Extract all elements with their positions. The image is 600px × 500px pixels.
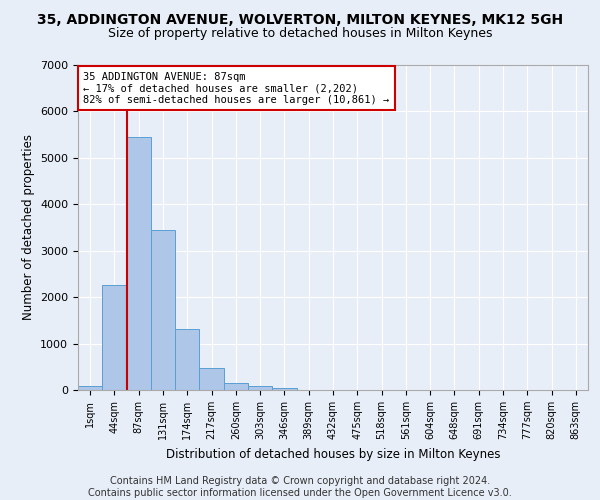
Bar [78, 386, 102, 390]
Text: 35, ADDINGTON AVENUE, WOLVERTON, MILTON KEYNES, MK12 5GH: 35, ADDINGTON AVENUE, WOLVERTON, MILTON … [37, 12, 563, 26]
Text: Size of property relative to detached houses in Milton Keynes: Size of property relative to detached ho… [108, 28, 492, 40]
Y-axis label: Number of detached properties: Number of detached properties [22, 134, 35, 320]
Text: Contains HM Land Registry data © Crown copyright and database right 2024.
Contai: Contains HM Land Registry data © Crown c… [88, 476, 512, 498]
Bar [199, 368, 224, 390]
Bar [248, 386, 272, 390]
Bar [151, 230, 175, 390]
Bar [224, 382, 248, 390]
Bar [102, 285, 127, 390]
Bar [175, 328, 199, 390]
Text: 35 ADDINGTON AVENUE: 87sqm
← 17% of detached houses are smaller (2,202)
82% of s: 35 ADDINGTON AVENUE: 87sqm ← 17% of deta… [83, 72, 389, 104]
Bar [272, 388, 296, 390]
X-axis label: Distribution of detached houses by size in Milton Keynes: Distribution of detached houses by size … [166, 448, 500, 460]
Bar [127, 136, 151, 390]
